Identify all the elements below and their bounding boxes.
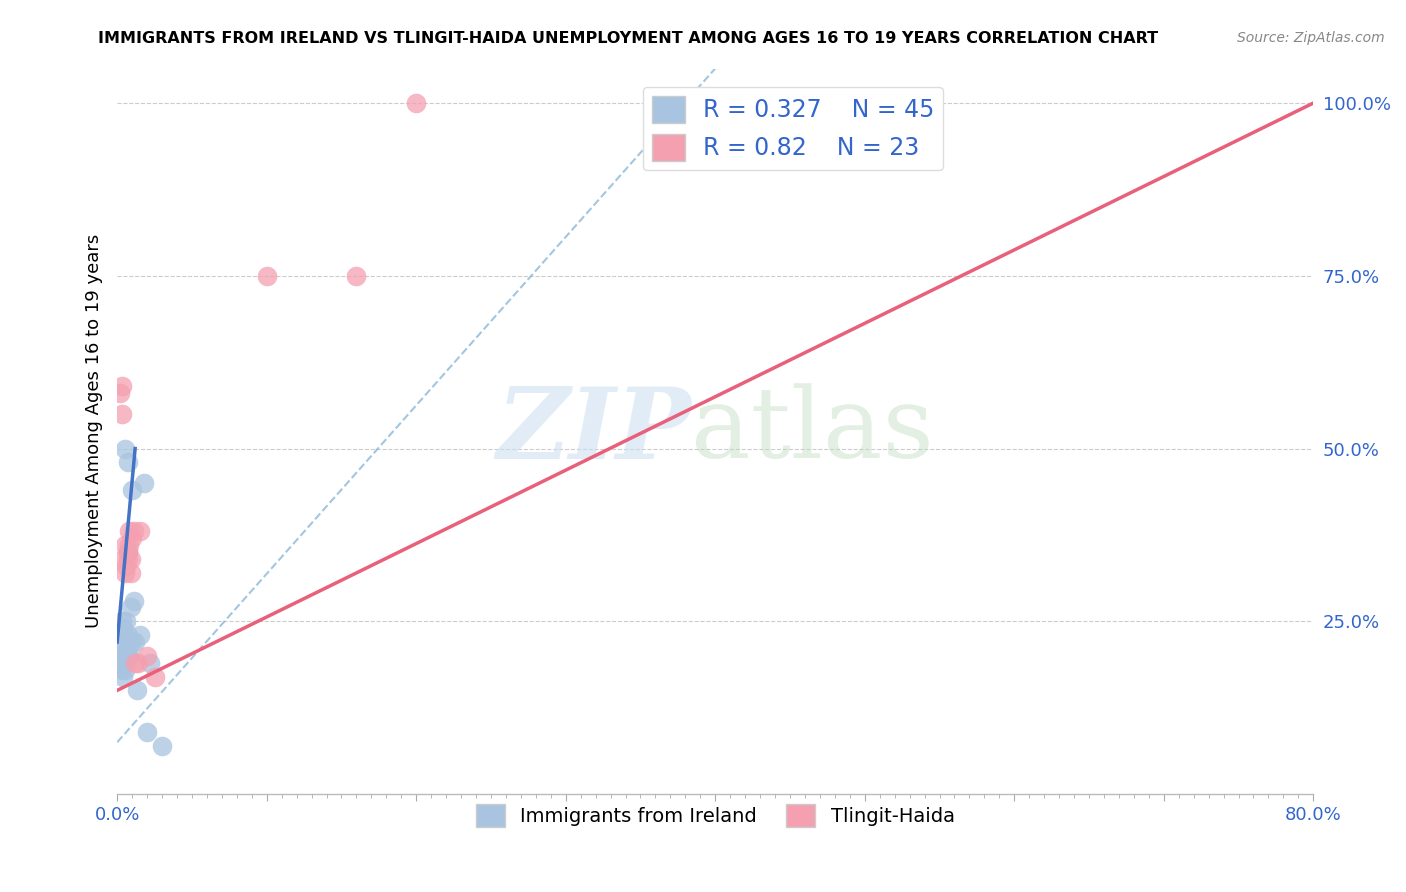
Point: [112, 642, 135, 657]
Point: [117, 628, 139, 642]
Point: [256, 268, 278, 283]
Point: [118, 648, 141, 663]
Point: [114, 538, 136, 552]
Point: [118, 538, 141, 552]
Point: [118, 524, 141, 539]
Point: [111, 379, 134, 393]
Y-axis label: Unemployment Among Ages 16 to 19 years: Unemployment Among Ages 16 to 19 years: [86, 235, 103, 628]
Point: [128, 524, 150, 539]
Point: [118, 635, 141, 649]
Point: [121, 483, 143, 497]
Point: [120, 552, 142, 566]
Point: [117, 455, 139, 469]
Point: [108, 656, 131, 670]
Point: [112, 669, 135, 683]
Point: [111, 648, 134, 663]
Point: [111, 621, 134, 635]
Point: [120, 600, 142, 615]
Point: [132, 476, 155, 491]
Point: [112, 628, 135, 642]
Point: [150, 739, 173, 753]
Point: [127, 656, 149, 670]
Point: [108, 386, 131, 401]
Point: [117, 552, 139, 566]
Text: Source: ZipAtlas.com: Source: ZipAtlas.com: [1237, 31, 1385, 45]
Point: [114, 642, 136, 657]
Point: [114, 663, 136, 677]
Point: [405, 96, 427, 111]
Point: [117, 648, 139, 663]
Point: [122, 524, 145, 539]
Point: [114, 566, 136, 580]
Legend: Immigrants from Ireland, Tlingit-Haida: Immigrants from Ireland, Tlingit-Haida: [468, 796, 963, 835]
Point: [120, 566, 142, 580]
Point: [128, 628, 150, 642]
Point: [344, 268, 367, 283]
Text: atlas: atlas: [692, 384, 934, 479]
Point: [107, 648, 129, 663]
Text: IMMIGRANTS FROM IRELAND VS TLINGIT-HAIDA UNEMPLOYMENT AMONG AGES 16 TO 19 YEARS : IMMIGRANTS FROM IRELAND VS TLINGIT-HAIDA…: [98, 31, 1159, 46]
Point: [108, 628, 131, 642]
Point: [114, 648, 136, 663]
Point: [115, 615, 138, 629]
Point: [136, 724, 159, 739]
Point: [111, 642, 134, 657]
Point: [115, 642, 138, 657]
Text: ZIP: ZIP: [496, 383, 692, 480]
Point: [139, 656, 162, 670]
Point: [117, 545, 139, 559]
Point: [108, 635, 131, 649]
Point: [112, 621, 135, 635]
Point: [112, 656, 135, 670]
Point: [115, 559, 138, 574]
Point: [121, 635, 143, 649]
Point: [124, 635, 146, 649]
Point: [114, 656, 136, 670]
Point: [112, 648, 135, 663]
Point: [111, 615, 134, 629]
Point: [107, 635, 129, 649]
Point: [111, 635, 134, 649]
Point: [111, 407, 134, 421]
Point: [111, 663, 134, 677]
Point: [124, 656, 146, 670]
Point: [112, 552, 135, 566]
Point: [114, 442, 136, 456]
Point: [136, 648, 159, 663]
Point: [125, 683, 148, 698]
Point: [121, 532, 143, 546]
Point: [117, 545, 139, 559]
Point: [108, 642, 131, 657]
Point: [112, 635, 135, 649]
Point: [115, 635, 138, 649]
Point: [122, 593, 145, 607]
Point: [143, 669, 166, 683]
Point: [114, 635, 136, 649]
